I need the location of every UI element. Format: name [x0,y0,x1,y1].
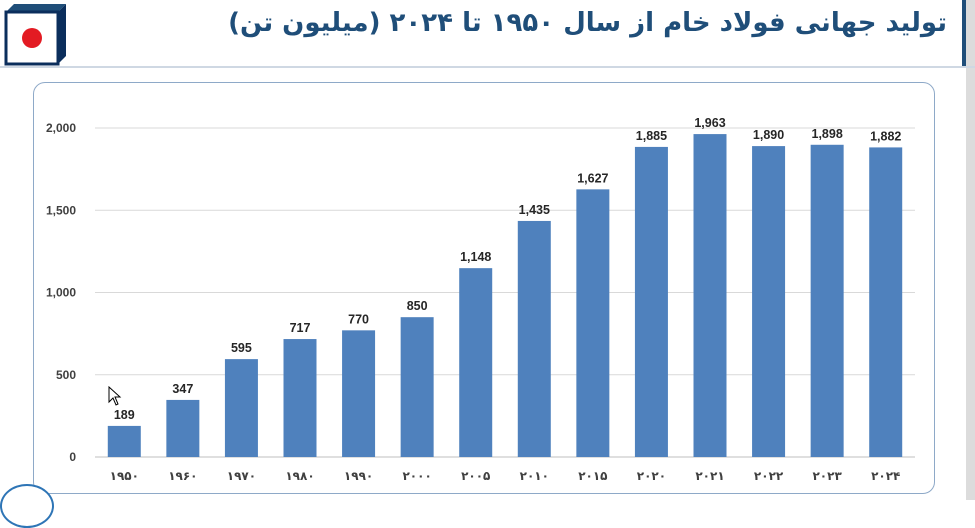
bar-value-label: 347 [172,382,193,396]
x-tick-label: ۲۰۲۲ [754,469,784,483]
bar-value-label: 850 [407,299,428,313]
bar-value-label: 1,882 [870,129,901,143]
x-tick-label: ۲۰۰۵ [461,469,490,483]
y-tick-label: 0 [69,450,76,464]
bar [400,317,434,457]
red-dot-cube-logo-icon [0,0,70,66]
x-tick-label: ۲۰۲۴ [871,469,900,483]
mouse-pointer-icon [108,385,122,410]
bar [107,425,141,457]
y-tick-label: 1,000 [46,286,76,300]
bar-chart: 0 500 1,000 1,500 2,000 189 ۱۹۵۰ 347 ۱۹۶۰ 595 ۱۹۷۰… [46,116,915,483]
bar [634,146,668,458]
x-tick-label: ۲۰۰۰ [402,469,431,483]
x-tick-label: ۲۰۲۳ [812,469,842,483]
x-tick-label: ۱۹۹۰ [344,469,373,483]
bar [693,134,727,458]
header-divider [0,66,975,68]
bar-value-label: 595 [231,341,252,355]
y-tick-label: 2,000 [46,121,76,135]
x-tick-label: ۱۹۵۰ [110,469,139,483]
bar-value-label: 1,890 [753,128,784,142]
x-tick-label: ۱۹۶۰ [168,469,197,483]
bar [342,330,376,457]
bar-value-label: 1,898 [812,127,843,141]
window-edge-scrollbar [966,0,975,500]
x-tick-label: ۲۰۱۵ [578,469,607,483]
x-tick-label: ۱۹۸۰ [285,469,314,483]
x-tick-label: ۲۰۲۱ [695,469,724,483]
bar [283,339,317,457]
bar [752,146,786,457]
y-tick-label: 1,500 [46,203,76,217]
bar-value-label: 1,963 [694,116,725,130]
header-accent-bar [962,0,966,66]
x-tick-label: ۲۰۲۰ [637,469,666,483]
bar-value-label: 770 [348,312,369,326]
bar-value-label: 717 [290,321,311,335]
bar [576,189,610,457]
bar [459,268,493,457]
bar [869,147,903,457]
bar-value-label: 189 [114,408,135,422]
corner-decoration [0,484,54,528]
bar-value-label: 1,627 [577,171,608,185]
bar-value-label: 1,148 [460,250,491,264]
bar [224,359,258,457]
x-tick-label: ۲۰۱۰ [520,469,549,483]
y-tick-label: 500 [56,368,76,382]
bar [810,144,844,458]
page-title: تولید جهانی فولاد خام از سال ۱۹۵۰ تا ۲۰۲… [228,8,947,38]
bar-value-label: 1,435 [519,203,550,217]
bar [517,220,551,457]
x-tick-label: ۱۹۷۰ [227,469,256,483]
bar [166,399,200,457]
bar-value-label: 1,885 [636,129,667,143]
